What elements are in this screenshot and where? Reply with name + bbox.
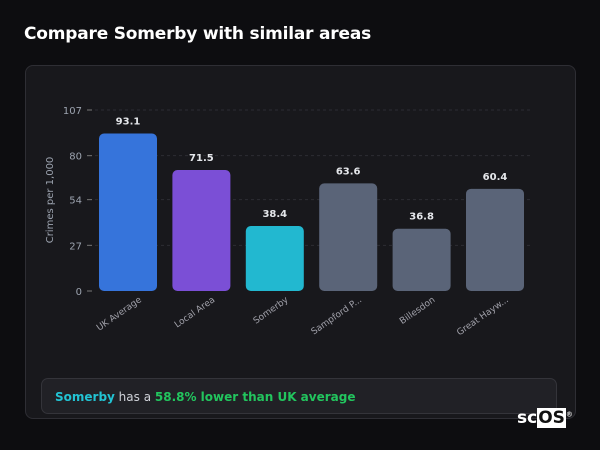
- summary-text: has a: [114, 390, 155, 404]
- bar-somerby: [245, 226, 304, 291]
- data-label: 63.6: [336, 166, 361, 177]
- y-tick-label: 0: [76, 287, 82, 298]
- scos-logo: scOS®: [517, 408, 573, 428]
- bar-sampford-p-: [319, 183, 378, 291]
- data-label: 93.1: [116, 117, 141, 128]
- y-axis-label: Crimes per 1,000: [45, 157, 56, 244]
- summary-stat: 58.8% lower than UK average: [154, 390, 356, 404]
- bar-uk-average: [99, 133, 157, 291]
- x-tick-label: UK Average: [95, 295, 144, 333]
- x-tick-label: Great Hayw...: [455, 295, 510, 338]
- summary-place: Somerby: [55, 390, 115, 404]
- summary-banner: Somerby has a 58.8% lower than UK averag…: [41, 378, 557, 414]
- y-tick-label: 54: [69, 196, 82, 207]
- page-title: Compare Somerby with similar areas: [24, 24, 372, 44]
- x-tick-label: Sampford P...: [310, 295, 364, 337]
- y-tick-label: 80: [69, 152, 82, 163]
- data-label: 38.4: [262, 209, 287, 220]
- data-label: 71.5: [189, 153, 214, 164]
- x-tick-label: Somerby: [252, 295, 291, 327]
- data-label: 60.4: [483, 172, 508, 183]
- bar-billesdon: [392, 228, 451, 291]
- x-tick-label: Local Area: [173, 295, 217, 330]
- y-tick-label: 107: [63, 106, 82, 117]
- y-tick-label: 27: [69, 241, 82, 252]
- data-label: 36.8: [409, 212, 434, 223]
- bar-great-hayw-: [466, 188, 524, 291]
- bar-local-area: [172, 170, 231, 291]
- x-tick-label: Billesdon: [398, 295, 437, 327]
